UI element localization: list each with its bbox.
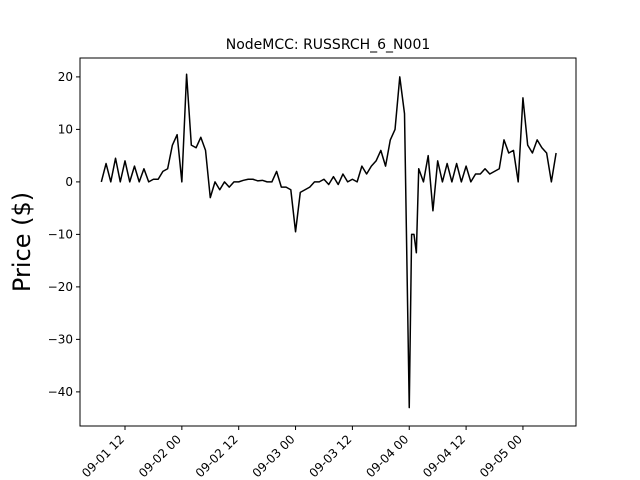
chart-title: NodeMCC: RUSSRCH_6_N001: [226, 37, 431, 53]
y-tick-label: −10: [48, 227, 73, 241]
y-tick-label: 0: [65, 175, 73, 189]
x-tick-label: 09-02 12: [193, 432, 241, 480]
y-tick-label: 20: [58, 70, 73, 84]
y-tick-label: −40: [48, 385, 73, 399]
y-tick-label: 10: [58, 122, 73, 136]
x-tick-label: 09-01 12: [79, 432, 127, 480]
x-tick-label: 09-05 00: [477, 432, 525, 480]
x-tick-label: 09-02 00: [136, 432, 184, 480]
y-tick-label: −20: [48, 280, 73, 294]
x-tick-label: 09-03 00: [250, 432, 298, 480]
x-tick-label: 09-04 00: [363, 432, 411, 480]
price-line: [100, 73, 557, 409]
x-tick-label: 09-04 12: [420, 432, 468, 480]
y-tick-label: −30: [48, 332, 73, 346]
plot-frame: [79, 57, 577, 427]
y-axis-label: Price ($): [8, 192, 36, 292]
x-tick-label: 09-03 12: [306, 432, 354, 480]
